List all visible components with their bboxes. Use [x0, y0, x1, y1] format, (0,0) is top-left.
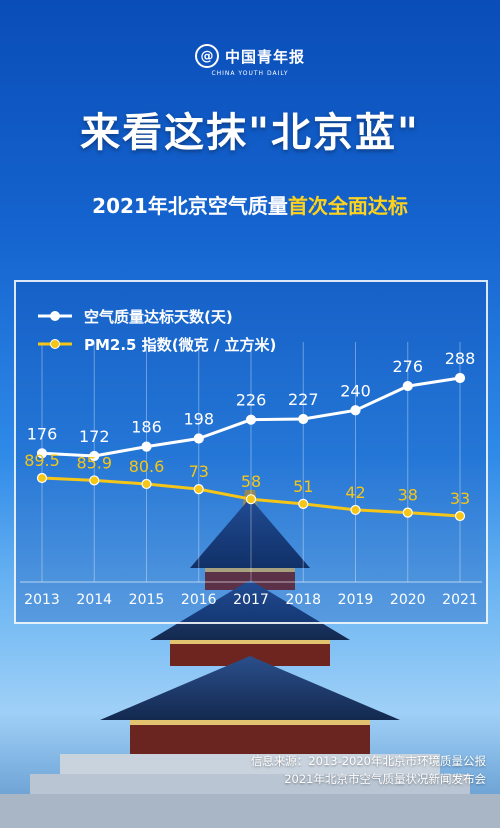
- data-point: [298, 498, 309, 509]
- data-label: 240: [340, 381, 371, 400]
- data-point: [141, 478, 152, 490]
- x-tick-label: 2021: [442, 592, 478, 608]
- data-point: [245, 494, 257, 505]
- x-tick-label: 2018: [285, 592, 321, 608]
- data-label: 73: [189, 462, 209, 481]
- temple-of-heaven-illustration: [0, 490, 500, 828]
- data-point: [298, 413, 309, 425]
- line-chart: 空气质量达标天数(天) PM2.5 指数(微克 / 立方米) 176 172 186 19…: [20, 308, 482, 608]
- data-point: [454, 510, 466, 522]
- data-source: 信息来源：2013-2020年北京市环境质量公报 2021年北京市空气质量状况新…: [166, 752, 486, 788]
- data-label: 85.9: [76, 453, 112, 472]
- data-label: 186: [131, 418, 162, 437]
- data-label: 89.5: [24, 451, 60, 470]
- data-label: 172: [79, 427, 110, 446]
- at-icon: @: [194, 44, 219, 68]
- x-tick-label: 2020: [390, 592, 426, 608]
- data-label: 276: [392, 357, 423, 376]
- legend-label-1: 空气质量达标天数(天): [84, 308, 233, 326]
- data-label: 226: [236, 391, 267, 410]
- legend-label-2: PM2.5 指数(微克 / 立方米): [84, 336, 276, 354]
- data-label: 176: [27, 424, 58, 443]
- logo-name-en: CHINA YOUTH DAILY: [211, 70, 289, 77]
- brand-logo: @ 中国青年报 CHINA YOUTH DAILY: [0, 44, 500, 77]
- x-tick-label: 2019: [338, 592, 374, 608]
- x-tick-label: 2014: [76, 592, 112, 608]
- data-label: 33: [450, 489, 470, 508]
- subtitle-prefix: 2021年北京空气质量: [92, 194, 288, 218]
- data-label: 38: [398, 486, 418, 505]
- page-subtitle: 2021年北京空气质量首次全面达标: [0, 190, 500, 219]
- data-point: [454, 372, 466, 384]
- data-point: [89, 450, 100, 462]
- data-point: [402, 507, 413, 518]
- data-point: [193, 483, 204, 495]
- data-label: 58: [241, 472, 261, 491]
- data-label: 227: [288, 390, 319, 409]
- data-label: 51: [293, 477, 313, 496]
- source-line-1: 信息来源：2013-2020年北京市环境质量公报: [250, 754, 486, 768]
- chart-panel: 空气质量达标天数(天) PM2.5 指数(微克 / 立方米) 176 172 186 19…: [14, 280, 488, 624]
- data-point: [350, 504, 361, 516]
- x-tick-label: 2017: [233, 592, 269, 608]
- data-point: [245, 414, 257, 425]
- data-point: [89, 475, 100, 486]
- source-line-2: 2021年北京市空气质量状况新闻发布会: [284, 772, 486, 786]
- data-point: [36, 472, 48, 484]
- subtitle-highlight: 首次全面达标: [287, 194, 408, 218]
- legend-marker-1: [50, 311, 60, 321]
- page-title: 来看这抹"北京蓝": [80, 110, 420, 156]
- data-point: [193, 433, 204, 444]
- data-label: 288: [445, 349, 476, 368]
- x-tick-label: 2016: [181, 592, 217, 608]
- data-label: 80.6: [129, 457, 165, 476]
- data-point: [350, 405, 361, 416]
- x-tick-label: 2013: [24, 592, 60, 608]
- data-label: 198: [183, 410, 214, 429]
- data-point: [36, 448, 48, 459]
- x-tick-label: 2015: [129, 592, 165, 608]
- logo-name-cn: 中国青年报: [224, 47, 305, 66]
- data-label: 42: [345, 483, 365, 502]
- data-point: [402, 380, 413, 392]
- data-point: [141, 441, 152, 452]
- legend-marker-2: [50, 339, 60, 349]
